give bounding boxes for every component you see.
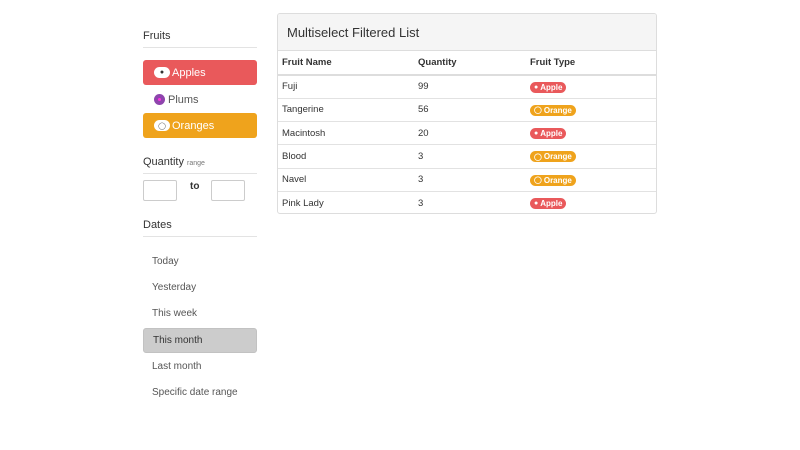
fruits-title: Fruits (143, 30, 171, 42)
dates-title: Dates (143, 219, 172, 231)
apple-icon: ● (534, 200, 539, 208)
table-row: Tangerine 56 ◯ Orange (278, 97, 656, 122)
fruit-name: Blood (278, 144, 414, 169)
fruit-quantity: 56 (414, 97, 526, 122)
fruit-type-cell: ◯ Orange (526, 167, 656, 192)
fruit-quantity: 20 (414, 121, 526, 145)
quantity-subtitle: range (187, 160, 205, 167)
fruit-name: Fuji (282, 81, 298, 93)
apple-icon: ● (154, 67, 170, 78)
fruit-filter-oranges[interactable]: ◯ Oranges (143, 113, 257, 138)
quantity-max-input[interactable] (211, 180, 245, 201)
quantity-title-text: Quantity (143, 156, 184, 168)
fruit-type-label: Apple (540, 199, 563, 209)
table-row: Navel 3 ◯ Orange (278, 167, 656, 192)
table-row: Blood 3 ◯ Orange (278, 144, 656, 169)
divider (143, 47, 257, 48)
date-this-week[interactable]: This week (152, 308, 198, 319)
fruit-name: Tangerine (278, 97, 414, 122)
fruit-filter-apples[interactable]: ● Apples (143, 60, 257, 85)
date-this-month[interactable]: This month (143, 328, 257, 353)
fruit-type-badge: ◯ Orange (530, 174, 576, 186)
fruit-type-badge: ● Apple (530, 128, 567, 140)
table-row: Macintosh 20 ● Apple (278, 121, 656, 145)
date-yesterday[interactable]: Yesterday (152, 282, 197, 293)
orange-icon: ◯ (154, 120, 170, 131)
date-last-month[interactable]: Last month (152, 361, 202, 372)
fruit-filter-label: Apples (172, 66, 206, 79)
fruit-quantity: 3 (414, 167, 526, 192)
apple-icon: ● (534, 130, 539, 138)
fruit-type-label: Orange (543, 152, 572, 162)
fruit-type-cell: ◯ Orange (526, 144, 656, 169)
fruit-type-label: Orange (543, 105, 572, 115)
panel-title: Multiselect Filtered List (278, 14, 656, 51)
table-row: Fuji 99 ● Apple (278, 75, 656, 98)
apple-icon: ● (534, 83, 539, 91)
fruit-type-label: Orange (543, 175, 572, 185)
fruit-type-cell: ◯ Orange (526, 97, 656, 122)
quantity-min-input[interactable] (143, 180, 177, 201)
fruit-type-cell: ● Apple (526, 121, 656, 145)
to-label: to (190, 181, 200, 192)
divider (143, 236, 257, 237)
column-header-name[interactable]: Fruit Name (278, 51, 414, 76)
fruit-table: Fruit Name Quantity Fruit Type Fuji 99 ●… (278, 51, 656, 213)
fruit-quantity: 3 (414, 190, 526, 213)
fruit-type-badge: ◯ Orange (530, 151, 576, 163)
fruit-name: Navel (278, 167, 414, 192)
table-row: Pink Lady 3 ● Apple (278, 190, 656, 213)
divider (143, 173, 257, 174)
fruit-name: Pink Lady (278, 190, 414, 213)
fruit-type-label: Apple (540, 82, 563, 92)
fruit-type-badge: ● Apple (530, 198, 567, 210)
results-panel: Multiselect Filtered List Fruit Name Qua… (277, 13, 657, 214)
fruit-type-label: Apple (540, 129, 563, 139)
orange-icon: ◯ (534, 177, 542, 185)
fruit-name: Macintosh (278, 121, 414, 145)
fruit-quantity: 3 (414, 144, 526, 169)
fruit-type-badge: ◯ Orange (530, 104, 576, 116)
fruit-type-badge: ● Apple (530, 81, 567, 93)
plum-icon (154, 94, 165, 105)
orange-icon: ◯ (534, 107, 542, 115)
date-specific-range[interactable]: Specific date range (152, 387, 238, 398)
fruit-type-cell: ● Apple (526, 75, 656, 98)
date-today[interactable]: Today (152, 256, 179, 267)
column-header-type[interactable]: Fruit Type (526, 51, 656, 76)
orange-icon: ◯ (534, 153, 542, 161)
fruit-quantity: 99 (418, 81, 429, 93)
fruit-filter-plums[interactable]: Plums (143, 87, 257, 112)
fruit-type-cell: ● Apple (526, 190, 656, 213)
fruit-filter-label: Plums (168, 93, 199, 106)
fruit-filter-label: Oranges (172, 119, 215, 132)
column-header-quantity[interactable]: Quantity (414, 51, 526, 76)
quantity-title: Quantity range (143, 156, 205, 168)
